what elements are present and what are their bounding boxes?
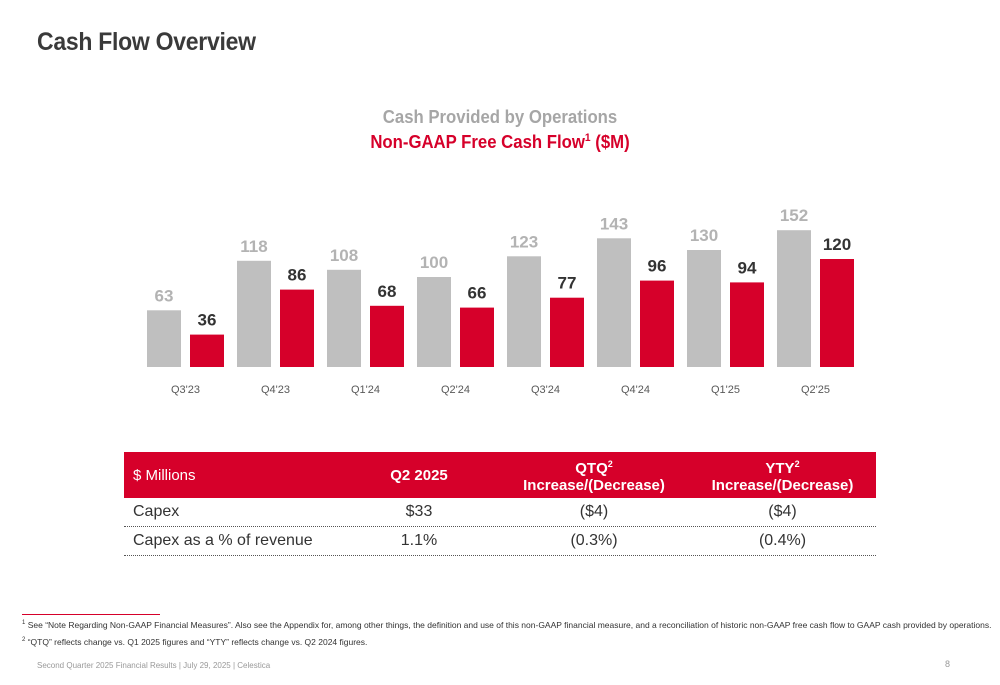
row-label: Capex as a % of revenue [133, 532, 313, 549]
bar-free-cash-flow [640, 280, 674, 367]
row-qtq-value: ($4) [579, 503, 609, 520]
data-label-free-cash-flow: 68 [378, 282, 397, 301]
header-qtq-main: QTQ2 [575, 459, 613, 477]
chart-title-unit: ($M) [590, 132, 630, 152]
data-label-free-cash-flow: 36 [198, 311, 217, 330]
data-label-free-cash-flow: 86 [288, 266, 307, 285]
bar-free-cash-flow [280, 289, 314, 367]
x-axis-tick-label: Q1'24 [351, 384, 380, 396]
row-q2-value: $33 [405, 503, 433, 520]
data-label-cash-from-operations: 118 [240, 237, 267, 256]
bar-free-cash-flow [730, 282, 764, 367]
data-label-free-cash-flow: 77 [558, 274, 577, 293]
footnote-1: 1 See “Note Regarding Non-GAAP Financial… [22, 620, 992, 630]
data-label-cash-from-operations: 63 [155, 286, 174, 305]
chart-title-line1: Cash Provided by Operations [382, 107, 618, 127]
data-label-cash-from-operations: 152 [780, 206, 808, 225]
data-label-free-cash-flow: 66 [468, 284, 487, 303]
page-title: Cash Flow Overview [37, 28, 256, 56]
bar-free-cash-flow [370, 305, 404, 367]
chart-title-main: Non-GAAP Free Cash Flow [370, 132, 585, 152]
data-label-free-cash-flow: 96 [648, 257, 667, 276]
table-row: Capex as a % of revenue 1.1% (0.3%) (0.4… [124, 527, 876, 556]
bar-cash-from-operations [777, 230, 811, 367]
capex-table: $ Millions Q2 2025 QTQ2 Increase/(Decrea… [124, 452, 876, 556]
header-qtq: QTQ2 Increase/(Decrease) [499, 456, 689, 494]
bar-cash-from-operations [237, 260, 271, 367]
header-yty-main: YTY2 [765, 459, 800, 477]
row-qtq-value: (0.3%) [570, 532, 618, 549]
chart-title-line2: Non-GAAP Free Cash Flow1 ($M) [35, 132, 965, 153]
bar-cash-from-operations [597, 238, 631, 367]
row-yty-value: (0.4%) [758, 532, 807, 549]
footnote-2: 2 “QTQ” reflects change vs. Q1 2025 figu… [22, 637, 368, 647]
x-axis-tick-label: Q4'23 [261, 384, 290, 396]
header-yty: YTY2 Increase/(Decrease) [689, 456, 876, 494]
x-axis-tick-label: Q4'24 [621, 384, 650, 396]
data-label-cash-from-operations: 143 [600, 214, 628, 233]
x-axis-tick-label: Q2'24 [441, 384, 470, 396]
data-label-free-cash-flow: 120 [823, 235, 851, 254]
footnote-divider [22, 614, 160, 615]
footer-text: Second Quarter 2025 Financial Results | … [37, 661, 271, 670]
header-yty-sub: Increase/(Decrease) [711, 477, 854, 494]
header-qtq-sub: Increase/(Decrease) [523, 477, 665, 494]
bar-free-cash-flow [460, 307, 494, 367]
bar-cash-from-operations [327, 269, 361, 367]
bar-free-cash-flow [820, 259, 854, 367]
x-axis-tick-label: Q2'25 [801, 384, 830, 396]
x-axis-tick-label: Q3'24 [531, 384, 560, 396]
page-number: 8 [945, 659, 951, 669]
cash-flow-bar-chart: 63 36 Q3'23 118 86 Q4'23 108 68 Q1'24 100 66 Q2'24 1… [147, 206, 854, 396]
bar-cash-from-operations [417, 277, 451, 367]
bar-free-cash-flow [190, 334, 224, 367]
chart-title-footnote-marker: 1 [584, 132, 591, 144]
header-q2-2025: Q2 2025 [390, 466, 448, 484]
data-label-cash-from-operations: 130 [690, 226, 718, 245]
table-row: Capex $33 ($4) ($4) [124, 498, 876, 527]
bar-cash-from-operations [147, 310, 181, 367]
data-label-cash-from-operations: 123 [510, 232, 538, 251]
row-q2-value: 1.1% [400, 532, 438, 549]
row-yty-value: ($4) [768, 503, 797, 520]
header-millions: $ Millions [133, 466, 196, 484]
bar-cash-from-operations [687, 250, 721, 367]
data-label-cash-from-operations: 108 [330, 246, 358, 265]
x-axis-tick-label: Q3'23 [171, 384, 200, 396]
row-label: Capex [133, 503, 180, 520]
data-label-free-cash-flow: 94 [738, 258, 757, 277]
capex-table-header: $ Millions Q2 2025 QTQ2 Increase/(Decrea… [124, 452, 876, 498]
data-label-cash-from-operations: 100 [420, 253, 448, 272]
x-axis-tick-label: Q1'25 [711, 384, 740, 396]
bar-free-cash-flow [550, 297, 584, 367]
bar-cash-from-operations [507, 256, 541, 367]
